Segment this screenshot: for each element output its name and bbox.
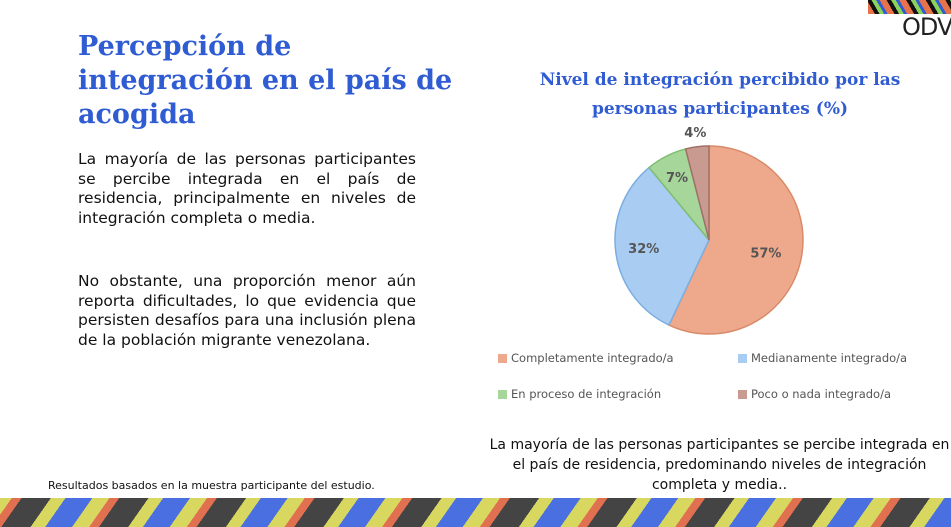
legend-item: Poco o nada integrado/a — [738, 387, 891, 401]
pie-slice — [684, 145, 710, 241]
legend-label: En proceso de integración — [511, 387, 662, 401]
pie-data-label: 4% — [684, 126, 706, 141]
paragraph-2: No obstante, una proporción menor aún re… — [78, 272, 416, 349]
legend-swatch — [498, 389, 507, 399]
pie-data-label: 32% — [628, 242, 659, 257]
logo-stripes — [868, 0, 951, 14]
legend-swatch — [738, 353, 747, 363]
legend-item: Completamente integrado/a — [498, 351, 674, 365]
paragraph-1: La mayoría de las personas participantes… — [78, 150, 416, 227]
chart-title: Nivel de integración percibido por las p… — [539, 70, 901, 119]
footnote: Resultados basados en la muestra partici… — [48, 479, 375, 492]
pie-data-label: 7% — [666, 171, 688, 186]
decorative-stripe-band — [0, 498, 951, 527]
pie-slice — [667, 145, 804, 335]
pie-slice — [614, 166, 710, 327]
legend-label: Medianamente integrado/a — [751, 351, 908, 365]
legend-swatch — [738, 389, 747, 399]
legend-item: Medianamente integrado/a — [738, 351, 907, 365]
legend-swatch — [498, 353, 507, 363]
legend-label: Poco o nada integrado/a — [751, 387, 892, 401]
legend-label: Completamente integrado/a — [511, 351, 674, 365]
pie-chart: 57% 32% 7% 4% — [614, 126, 804, 335]
logo: ODV — [902, 13, 951, 41]
page-title: Percepción de integración en el país de … — [78, 31, 453, 130]
legend-item: En proceso de integración — [498, 387, 661, 401]
pie-data-label: 57% — [750, 247, 781, 262]
chart-caption: La mayoría de las personas participantes… — [489, 437, 950, 493]
